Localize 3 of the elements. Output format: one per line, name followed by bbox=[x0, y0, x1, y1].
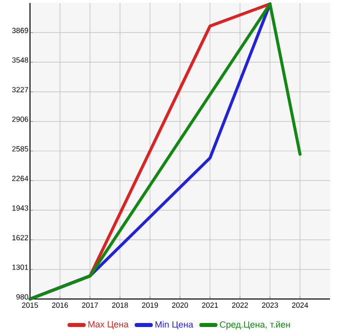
legend-label: Min Цена bbox=[156, 321, 194, 330]
legend-label: Max Цена bbox=[88, 321, 129, 330]
legend-label: Сред.Цена, т.йен bbox=[220, 320, 290, 330]
